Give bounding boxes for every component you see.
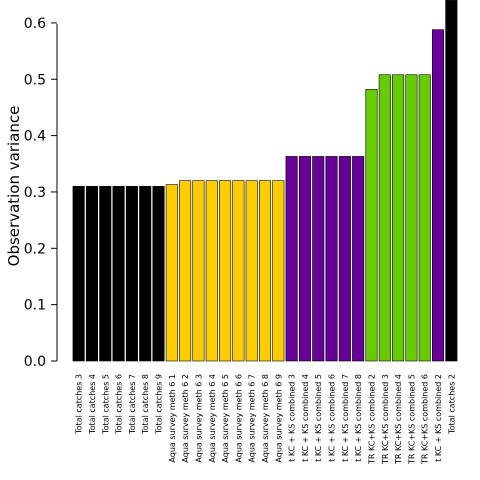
- bar: [152, 186, 165, 362]
- bar: [99, 186, 112, 362]
- x-tick-label: Aqua survey meth 6 2: [181, 374, 190, 463]
- x-tick-label: TR KC+KS combined 4: [394, 374, 403, 465]
- x-tick-labels: Total catches 3 Total catches 4 Total catc…: [75, 374, 457, 465]
- x-tick-label: TR KC+KS combined 5: [407, 374, 416, 465]
- bar: [139, 186, 152, 362]
- x-tick-label: Aqua survey meth 6 8: [261, 374, 270, 463]
- x-tick-label: Total catches 9: [155, 374, 164, 435]
- x-tick-label: t KC + KS combined 7: [341, 374, 350, 462]
- bar: [405, 74, 418, 362]
- y-tick-label: 0.1: [24, 298, 46, 314]
- x-tick-label: t KC + KS combined 2: [434, 374, 443, 462]
- x-tick-label: Aqua survey meth 6 6: [234, 374, 243, 463]
- x-tick-label: TR KC+KS combined 2: [367, 374, 376, 465]
- bar: [205, 180, 218, 362]
- bar: [245, 180, 258, 362]
- y-tick-label: 0.5: [24, 72, 46, 88]
- x-tick-label: Aqua survey meth 6 1: [168, 374, 177, 463]
- bar: [298, 156, 311, 362]
- x-tick-label: TR KC+KS combined 6: [421, 374, 430, 465]
- bar: [325, 156, 338, 362]
- x-tick-label: Aqua survey meth 6 7: [248, 374, 257, 463]
- x-tick-label: Aqua survey meth 6 3: [194, 374, 203, 463]
- x-tick-label: Total catches 8: [141, 374, 150, 435]
- y-tick-label: 0.6: [24, 16, 46, 32]
- y-tick-label: 0.3: [24, 185, 46, 201]
- y-axis: 0.0 0.1 0.2 0.3 0.4 0.5 0.6: [24, 16, 58, 370]
- x-tick-label: Total catches 6: [115, 374, 124, 435]
- bar: [352, 156, 365, 362]
- y-tick-label: 0.2: [24, 241, 46, 257]
- x-tick-label: t KC + KS combined 3: [288, 374, 297, 462]
- x-tick-label: t KC + KS combined 8: [354, 374, 363, 462]
- bar: [272, 180, 285, 362]
- y-tick-label: 0.0: [24, 354, 46, 370]
- bar: [365, 89, 378, 362]
- bar: [392, 74, 405, 362]
- bar: [72, 186, 85, 362]
- bar: [179, 180, 192, 362]
- bar: [285, 156, 298, 362]
- x-tick-label: Aqua survey meth 6 5: [221, 374, 230, 463]
- y-tick-label: 0.4: [24, 129, 46, 145]
- x-tick-label: Aqua survey meth 6 9: [274, 374, 283, 463]
- bar: [312, 156, 325, 362]
- bar: [165, 184, 178, 362]
- bar: [258, 180, 272, 362]
- bar: [378, 74, 391, 362]
- x-tick-label: t KC + KS combined 4: [301, 374, 310, 462]
- bar: [192, 180, 205, 362]
- bar: [112, 186, 125, 362]
- x-tick-label: t KC + KS combined 6: [328, 374, 337, 462]
- bar: [85, 186, 98, 362]
- bar: [125, 186, 138, 362]
- y-axis-title: Observation variance: [5, 106, 23, 267]
- x-tick-label: t KC + KS combined 5: [314, 374, 323, 462]
- x-tick-label: Aqua survey meth 6 4: [208, 374, 217, 463]
- bar: [219, 180, 232, 362]
- x-tick-label: TR KC+KS combined 3: [381, 374, 390, 465]
- x-tick-label: Total catches 3: [75, 374, 84, 435]
- x-tick-label: Total catches 7: [128, 374, 137, 435]
- x-tick-label: Total catches 4: [88, 374, 97, 435]
- bar: [338, 156, 351, 362]
- x-tick-label: Total catches 5: [101, 374, 110, 435]
- bar: [445, 0, 458, 362]
- x-tick-label: Total catches 2: [447, 374, 456, 435]
- bar: [432, 29, 445, 362]
- bar: [232, 180, 245, 362]
- bars-group: [72, 0, 458, 362]
- bar: [418, 74, 431, 362]
